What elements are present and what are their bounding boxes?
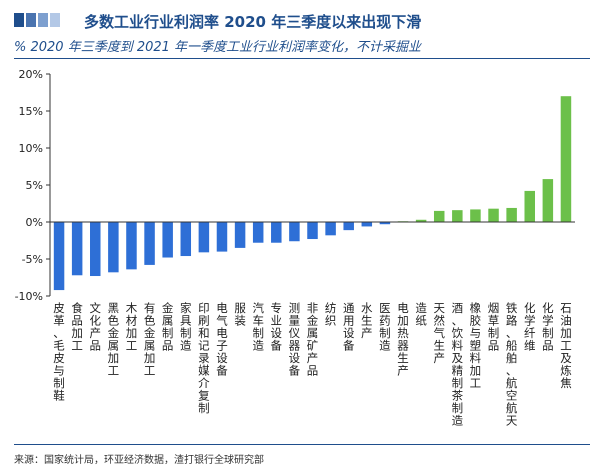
- category-label: 木材加工: [126, 301, 138, 353]
- bar: [325, 222, 336, 236]
- category-label: 橡胶与塑料加工: [470, 301, 482, 390]
- bar: [415, 219, 427, 222]
- bar: [307, 222, 318, 240]
- category-label: 烟草制品: [488, 301, 500, 353]
- bar: [271, 222, 282, 243]
- y-tick-label: -10%: [15, 290, 43, 303]
- bar: [126, 222, 137, 270]
- category-label: 服装: [234, 301, 246, 328]
- bar: [361, 222, 373, 227]
- logo-blocks: [14, 13, 60, 27]
- bar: [71, 222, 83, 276]
- category-label: 有色金属加工: [144, 301, 156, 378]
- bar: [379, 222, 391, 225]
- category-label: 水生产: [361, 301, 373, 340]
- bar: [560, 96, 572, 222]
- bar: [542, 179, 554, 222]
- category-label: 非金属矿产品: [307, 301, 319, 378]
- logo-block: [38, 13, 48, 27]
- category-label: 测量仪器设备: [289, 301, 301, 378]
- category-label: 黑色金属加工: [108, 301, 120, 378]
- category-label: 纺织: [325, 301, 337, 328]
- bar: [252, 222, 264, 243]
- y-tick-label: 20%: [19, 68, 43, 81]
- category-label: 造纸: [415, 301, 427, 328]
- chart-title: 多数工业行业利润率 2020 年三季度以来出现下滑: [84, 13, 422, 31]
- bar: [470, 209, 481, 222]
- category-label: 电加热器生产: [397, 301, 409, 378]
- chart-subtitle: % 2020 年三季度到 2021 年一季度工业行业利润率变化，不计采掘业: [14, 40, 422, 55]
- y-tick-label: 5%: [26, 179, 43, 192]
- category-label: 电气电子设备: [216, 301, 228, 378]
- bar: [488, 208, 499, 222]
- category-label: 化学纤维: [524, 301, 536, 353]
- y-tick-label: 15%: [19, 105, 43, 118]
- category-label: 印刷和记录媒介复制: [198, 301, 210, 415]
- logo-block: [14, 13, 24, 27]
- bar: [198, 222, 210, 253]
- top-divider: [14, 58, 590, 59]
- bar: [506, 207, 517, 222]
- category-label: 家具制造: [180, 301, 192, 353]
- bar: [234, 222, 246, 248]
- category-label: 皮革、毛皮与制鞋: [53, 301, 65, 403]
- y-tick-label: 0%: [26, 216, 43, 229]
- category-label: 铁路、船舶、航空航天: [506, 301, 518, 428]
- category-label: 石油加工及炼焦: [560, 301, 572, 390]
- logo-block: [50, 13, 60, 27]
- category-label: 医药制造: [379, 301, 391, 353]
- source-note: 来源：国家统计局，环亚经济数据，渣打银行全球研究部: [14, 455, 264, 466]
- header: 多数工业行业利润率 2020 年三季度以来出现下滑: [14, 8, 590, 34]
- bar: [108, 222, 119, 273]
- category-label: 金属制品: [162, 301, 174, 353]
- bar: [452, 210, 463, 222]
- bar: [144, 222, 155, 265]
- bar-chart: -10% -5% 0% 5% 10% 15% 20% 皮革、毛皮与制鞋食品加工文化产品黑色金属…: [15, 68, 575, 428]
- bar: [162, 222, 173, 258]
- y-tick-label: -5%: [22, 253, 43, 266]
- bar: [343, 222, 354, 231]
- bar: [216, 222, 228, 252]
- logo-block: [26, 13, 36, 27]
- category-label: 文化产品: [90, 301, 102, 353]
- bar: [524, 190, 535, 222]
- bar: [90, 222, 101, 277]
- category-label: 酒、饮料及精制茶制造: [452, 301, 464, 428]
- bar: [433, 210, 445, 222]
- bar: [289, 222, 300, 242]
- bottom-divider: [14, 444, 590, 445]
- category-label: 专业设备: [271, 301, 283, 353]
- y-tick-label: 10%: [19, 142, 43, 155]
- category-label: 化学制品: [542, 301, 554, 353]
- category-label: 通用设备: [343, 301, 355, 353]
- bar: [180, 222, 192, 257]
- category-label: 食品加工: [71, 301, 83, 353]
- bar: [53, 222, 65, 291]
- category-label: 汽车制造: [252, 301, 264, 353]
- category-label: 天然气生产: [433, 301, 445, 365]
